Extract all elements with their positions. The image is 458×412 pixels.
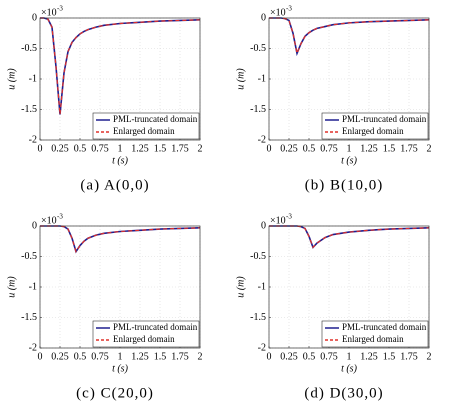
x-axis-label: t (s) bbox=[112, 155, 129, 166]
legend-label: PML-truncated domain bbox=[342, 114, 427, 124]
y-tick-label: -0.5 bbox=[21, 43, 37, 54]
x-tick-label: 1 bbox=[347, 351, 352, 362]
axes-frame bbox=[268, 225, 430, 349]
y-tick-label: -1.5 bbox=[250, 312, 266, 323]
legend-label: Enlarged domain bbox=[113, 334, 175, 344]
x-tick-label: 2 bbox=[198, 143, 203, 154]
y-exponent: -3 bbox=[57, 213, 63, 221]
y-tick-label: 0 bbox=[32, 12, 37, 23]
x-tick-label: 0 bbox=[38, 143, 43, 154]
y-tick-label: -1 bbox=[29, 73, 37, 84]
caption: (c) C(20,0) bbox=[76, 385, 154, 401]
legend-label: Enlarged domain bbox=[342, 126, 404, 136]
y-axis-label: u (m) bbox=[235, 276, 246, 298]
caption: (b) B(10,0) bbox=[305, 177, 384, 193]
y-tick-label: -0.5 bbox=[250, 43, 266, 54]
y-tick-label: -1 bbox=[29, 281, 37, 292]
legend-label: PML-truncated domain bbox=[342, 322, 427, 332]
x-tick-label: 0.75 bbox=[320, 351, 338, 362]
legend-box bbox=[92, 320, 200, 348]
x-tick-label: 2 bbox=[427, 143, 432, 154]
caption: (d) D(30,0) bbox=[304, 385, 383, 401]
legend-label: Enlarged domain bbox=[342, 334, 404, 344]
x-tick-label: 1.5 bbox=[154, 351, 167, 362]
y-axis-label: u (m) bbox=[6, 68, 17, 90]
x-tick-label: 1.5 bbox=[383, 351, 396, 362]
x-tick-label: 1.75 bbox=[400, 351, 418, 362]
x-tick-label: 0.75 bbox=[91, 143, 109, 154]
legend-label: PML-truncated domain bbox=[113, 114, 198, 124]
y-tick-label: -2 bbox=[29, 342, 37, 353]
x-tick-label: 0.5 bbox=[303, 351, 316, 362]
x-tick-label: 0.5 bbox=[74, 143, 87, 154]
x-tick-label: 0.5 bbox=[74, 351, 87, 362]
legend-box bbox=[321, 320, 429, 348]
series-line bbox=[269, 225, 430, 249]
legend-label: Enlarged domain bbox=[113, 126, 175, 136]
legend-box bbox=[321, 112, 429, 140]
series-line bbox=[40, 225, 201, 254]
y-axis-label: u (m) bbox=[235, 68, 246, 90]
y-tick-label: -1.5 bbox=[21, 312, 37, 323]
y-tick-label: 0 bbox=[32, 220, 37, 231]
x-tick-label: 1 bbox=[118, 143, 123, 154]
legend-label: PML-truncated domain bbox=[113, 322, 198, 332]
x-tick-label: 0.75 bbox=[91, 351, 109, 362]
x-tick-label: 1.75 bbox=[171, 143, 189, 154]
x-axis-label: t (s) bbox=[341, 155, 358, 166]
x-tick-label: 1.25 bbox=[131, 143, 149, 154]
axes-frame bbox=[268, 17, 430, 141]
y-exponent: -3 bbox=[286, 213, 292, 221]
caption: (a) A(0,0) bbox=[80, 177, 149, 193]
x-tick-label: 2 bbox=[427, 351, 432, 362]
y-multiplier: ×10 bbox=[270, 215, 286, 226]
y-tick-label: 0 bbox=[261, 12, 266, 23]
x-tick-label: 0.75 bbox=[320, 143, 338, 154]
y-tick-label: -2 bbox=[258, 342, 266, 353]
y-tick-label: -1 bbox=[258, 281, 266, 292]
series-line bbox=[40, 17, 201, 115]
y-tick-label: 0 bbox=[261, 220, 266, 231]
x-tick-label: 0 bbox=[267, 143, 272, 154]
x-axis-label: t (s) bbox=[341, 363, 358, 374]
x-tick-label: 1 bbox=[118, 351, 123, 362]
y-multiplier: ×10 bbox=[270, 7, 286, 18]
x-tick-label: 1.25 bbox=[131, 351, 149, 362]
y-tick-label: -1.5 bbox=[250, 104, 266, 115]
x-tick-label: 1 bbox=[347, 143, 352, 154]
x-tick-label: 1.75 bbox=[400, 143, 418, 154]
y-tick-label: -0.5 bbox=[21, 251, 37, 262]
x-tick-label: 0.25 bbox=[51, 143, 69, 154]
y-tick-label: -1.5 bbox=[21, 104, 37, 115]
x-tick-label: 0.25 bbox=[51, 351, 69, 362]
y-tick-label: -2 bbox=[258, 134, 266, 145]
x-tick-label: 0.5 bbox=[303, 143, 316, 154]
y-multiplier: ×10 bbox=[41, 7, 57, 18]
y-tick-label: -2 bbox=[29, 134, 37, 145]
x-tick-label: 1.5 bbox=[154, 143, 167, 154]
x-tick-label: 1.75 bbox=[171, 351, 189, 362]
x-tick-label: 0.25 bbox=[280, 143, 298, 154]
y-exponent: -3 bbox=[57, 5, 63, 13]
y-tick-label: -0.5 bbox=[250, 251, 266, 262]
x-tick-label: 0 bbox=[267, 351, 272, 362]
series-line bbox=[269, 17, 430, 56]
y-axis-label: u (m) bbox=[6, 276, 17, 298]
x-tick-label: 1.25 bbox=[360, 351, 378, 362]
axes-frame bbox=[39, 225, 201, 349]
x-tick-label: 0.25 bbox=[280, 351, 298, 362]
x-tick-label: 1.5 bbox=[383, 143, 396, 154]
axes-frame bbox=[39, 17, 201, 141]
x-tick-label: 2 bbox=[198, 351, 203, 362]
x-tick-label: 0 bbox=[38, 351, 43, 362]
x-tick-label: 1.25 bbox=[360, 143, 378, 154]
y-multiplier: ×10 bbox=[41, 215, 57, 226]
x-axis-label: t (s) bbox=[112, 363, 129, 374]
y-exponent: -3 bbox=[286, 5, 292, 13]
y-tick-label: -1 bbox=[258, 73, 266, 84]
legend-box bbox=[92, 112, 200, 140]
